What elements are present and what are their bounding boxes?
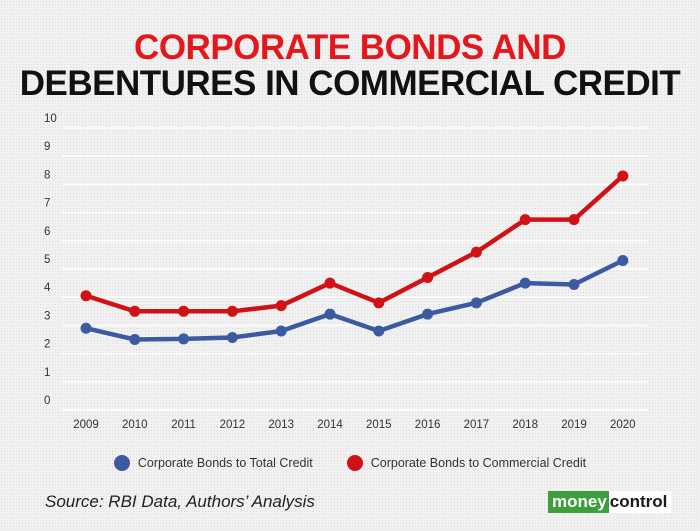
y-tick-label: 10 — [44, 113, 57, 125]
x-tick-label: 2015 — [366, 419, 392, 431]
legend: Corporate Bonds to Total Credit Corporat… — [0, 455, 700, 471]
x-tick-label: 2016 — [415, 419, 441, 431]
data-point — [568, 214, 580, 226]
grid-layer — [62, 127, 648, 411]
legend-swatch-red — [346, 455, 363, 471]
legend-label-total-credit: Corporate Bonds to Total Credit — [137, 456, 313, 470]
data-point — [617, 170, 629, 182]
x-tick-label: 2019 — [561, 419, 587, 431]
series-line-commercial-credit — [83, 173, 626, 314]
data-point — [178, 305, 190, 317]
data-point — [226, 305, 238, 317]
series-line-total-credit — [83, 258, 626, 342]
legend-swatch-blue — [113, 455, 130, 471]
y-tick-label: 9 — [44, 141, 50, 153]
data-point — [373, 297, 385, 309]
data-point — [226, 332, 238, 344]
series-layer — [80, 170, 629, 345]
x-axis-ticks: 2009 2010 2011 2012 2013 2014 2015 2016 2017 2018… — [73, 419, 635, 431]
y-tick-label: 7 — [44, 198, 50, 210]
y-tick-label: 2 — [44, 339, 50, 351]
data-point — [519, 214, 531, 226]
data-point — [275, 325, 287, 337]
data-point — [617, 255, 629, 267]
legend-item-total-credit: Corporate Bonds to Total Credit — [113, 455, 313, 471]
data-point — [470, 246, 482, 258]
y-tick-label: 1 — [44, 367, 50, 379]
chart-title-line-2: DEBENTURES IN COMMERCIAL CREDIT — [19, 64, 681, 103]
x-tick-label: 2020 — [610, 419, 636, 431]
x-tick-label: 2012 — [220, 419, 246, 431]
x-tick-label: 2011 — [171, 419, 196, 431]
data-point — [275, 300, 287, 312]
legend-item-commercial-credit: Corporate Bonds to Commercial Credit — [346, 455, 587, 471]
y-tick-label: 3 — [44, 310, 50, 322]
y-tick-label: 4 — [44, 282, 51, 294]
data-point — [129, 305, 141, 317]
source-note: Source: RBI Data, Authors’ Analysis — [45, 492, 315, 511]
data-point — [80, 322, 92, 334]
data-point — [178, 333, 190, 345]
x-tick-label: 2018 — [512, 419, 538, 431]
x-tick-label: 2014 — [317, 419, 343, 431]
x-tick-label: 2013 — [268, 419, 294, 431]
data-point — [568, 279, 580, 291]
x-tick-label: 2010 — [122, 419, 148, 431]
data-point — [324, 308, 336, 320]
chart-title-line-1: CORPORATE BONDS AND — [134, 28, 566, 67]
data-point — [470, 297, 482, 309]
y-tick-label: 5 — [44, 254, 50, 266]
logo-part-money: money — [548, 491, 609, 513]
x-tick-label: 2017 — [464, 419, 490, 431]
legend-label-commercial-credit: Corporate Bonds to Commercial Credit — [370, 456, 587, 470]
data-point — [519, 277, 531, 289]
y-tick-label: 6 — [44, 226, 50, 238]
x-tick-label: 2009 — [73, 419, 99, 431]
y-axis-ticks: 0 1 2 3 4 5 6 7 8 9 10 — [44, 113, 57, 407]
y-tick-label: 8 — [44, 169, 50, 181]
data-point — [373, 325, 385, 337]
logo-part-control: control — [608, 491, 672, 513]
data-point — [80, 290, 92, 302]
data-point — [129, 334, 141, 345]
moneycontrol-logo: money control — [548, 491, 672, 513]
data-point — [422, 271, 434, 283]
data-point — [324, 277, 336, 289]
data-point — [422, 308, 434, 320]
line-chart: 0 1 2 3 4 5 6 7 8 9 10 2009 2010 2011 2012 2013 2014 201… — [44, 113, 648, 431]
y-tick-label: 0 — [44, 395, 50, 407]
